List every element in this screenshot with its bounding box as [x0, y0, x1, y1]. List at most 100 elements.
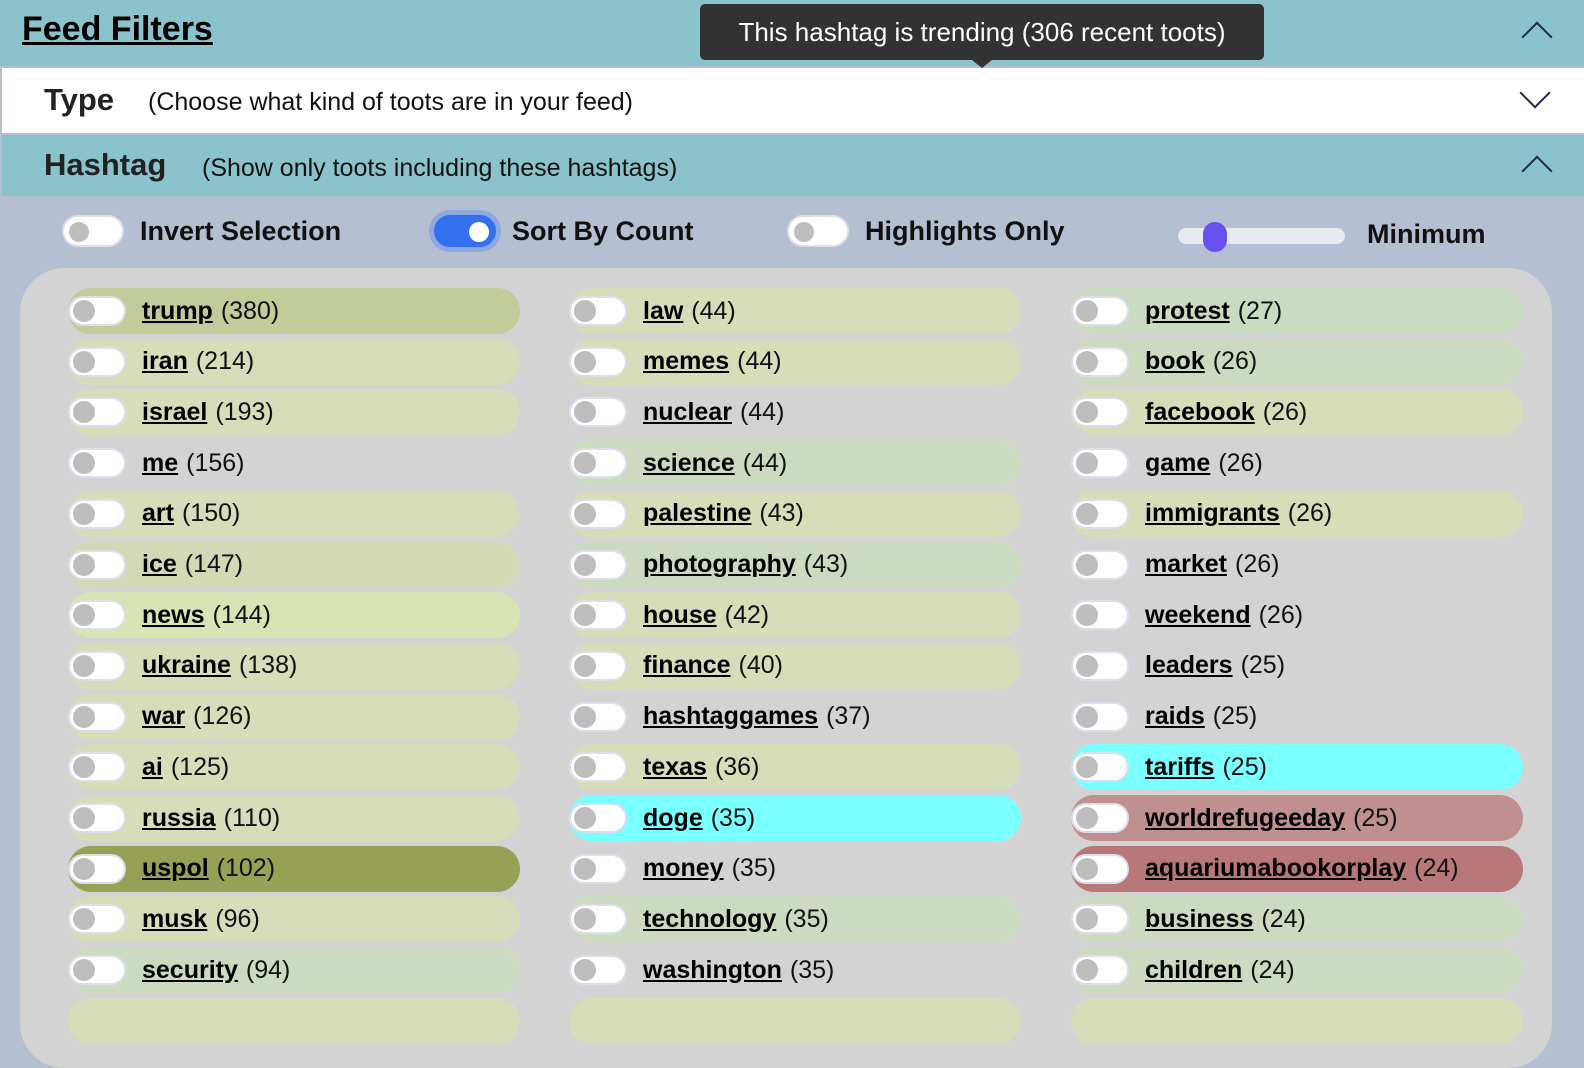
hashtag-link[interactable]: finance [643, 651, 731, 680]
hashtag-item[interactable]: iran (214) [68, 338, 520, 385]
invert-selection-control[interactable]: Invert Selection [62, 215, 341, 247]
hashtag-toggle[interactable] [1071, 904, 1129, 935]
hashtag-toggle[interactable] [569, 549, 627, 580]
hashtag-item[interactable]: israel (193) [68, 389, 520, 436]
hashtag-link[interactable]: doge [643, 803, 703, 832]
hashtag-item[interactable]: photography (43) [569, 541, 1021, 588]
hashtag-toggle[interactable] [68, 296, 126, 326]
hashtag-link[interactable]: house [643, 600, 717, 629]
hashtag-toggle[interactable] [68, 904, 126, 935]
hashtag-toggle[interactable] [68, 498, 126, 529]
hashtag-toggle[interactable] [569, 955, 627, 986]
hashtag-item[interactable]: me (156) [68, 440, 520, 487]
hashtag-toggle[interactable] [1071, 498, 1129, 529]
hashtag-item[interactable]: trump (380) [68, 288, 520, 334]
chevron-up-icon[interactable] [1521, 155, 1553, 187]
chevron-up-icon[interactable] [1521, 21, 1553, 53]
minimum-slider[interactable] [1178, 222, 1345, 252]
hashtag-toggle[interactable] [569, 498, 627, 529]
hashtag-toggle[interactable] [68, 853, 126, 884]
hashtag-link[interactable]: war [142, 702, 186, 731]
hashtag-link[interactable]: nuclear [643, 397, 732, 426]
hashtag-item[interactable] [569, 997, 1021, 1044]
hashtag-link[interactable]: raids [1145, 702, 1205, 731]
hashtag-toggle[interactable] [1071, 803, 1129, 833]
type-section-header[interactable]: Type (Choose what kind of toots are in y… [2, 68, 1584, 133]
hashtag-link[interactable]: ice [142, 550, 177, 578]
hashtag-toggle[interactable] [569, 448, 627, 479]
hashtag-toggle[interactable] [68, 346, 126, 377]
hashtag-link[interactable]: technology [643, 904, 777, 933]
hashtag-item[interactable]: ice (147) [68, 541, 520, 588]
hashtag-item[interactable]: ukraine (138) [68, 642, 520, 689]
hashtag-toggle[interactable] [68, 397, 126, 428]
hashtag-item[interactable]: children (24) [1071, 947, 1523, 994]
hashtag-toggle[interactable] [569, 600, 627, 631]
hashtag-item[interactable] [1071, 997, 1523, 1044]
hashtag-link[interactable]: leaders [1145, 651, 1233, 680]
hashtag-toggle[interactable] [68, 803, 126, 833]
hashtag-item[interactable]: texas (36) [569, 744, 1021, 791]
hashtag-link[interactable]: texas [643, 752, 707, 781]
hashtag-item[interactable]: aquariumabookorplay (24) [1071, 845, 1523, 892]
hashtag-toggle[interactable] [569, 904, 627, 935]
hashtag-link[interactable]: news [142, 600, 205, 629]
hashtag-toggle[interactable] [569, 853, 627, 884]
hashtag-item[interactable]: facebook (26) [1071, 389, 1523, 436]
hashtag-item[interactable]: uspol (102) [68, 845, 520, 892]
hashtag-link[interactable]: security [142, 955, 238, 984]
hashtag-link[interactable]: ai [142, 752, 163, 781]
hashtag-item[interactable]: hashtaggames (37) [569, 693, 1021, 740]
hashtag-item[interactable]: memes (44) [569, 338, 1021, 385]
hashtag-toggle[interactable] [569, 803, 627, 833]
hashtag-link[interactable]: russia [142, 803, 216, 832]
hashtag-item[interactable]: finance (40) [569, 642, 1021, 689]
hashtag-item[interactable]: weekend (26) [1071, 592, 1523, 639]
hashtag-item[interactable]: immigrants (26) [1071, 490, 1523, 537]
hashtag-toggle[interactable] [1071, 600, 1129, 631]
hashtag-toggle[interactable] [68, 701, 126, 732]
hashtag-toggle[interactable] [68, 752, 126, 783]
hashtag-toggle[interactable] [68, 955, 126, 986]
hashtag-toggle[interactable] [1071, 853, 1129, 884]
hashtag-link[interactable]: washington [643, 955, 782, 984]
hashtag-link[interactable]: money [643, 854, 724, 883]
hashtag-link[interactable]: trump [142, 296, 213, 325]
highlights-only-toggle[interactable] [787, 215, 849, 247]
hashtag-link[interactable]: photography [643, 550, 796, 578]
hashtag-item[interactable]: security (94) [68, 947, 520, 994]
hashtag-link[interactable]: tariffs [1145, 752, 1215, 781]
hashtag-link[interactable]: palestine [643, 499, 752, 528]
hashtag-item[interactable]: technology (35) [569, 896, 1021, 943]
hashtag-item[interactable]: market (26) [1071, 541, 1523, 588]
hashtag-toggle[interactable] [1071, 448, 1129, 479]
hashtag-toggle[interactable] [1071, 346, 1129, 377]
hashtag-item[interactable]: nuclear (44) [569, 389, 1021, 436]
hashtag-item[interactable]: book (26) [1071, 338, 1523, 385]
slider-thumb[interactable] [1202, 222, 1227, 252]
chevron-down-icon[interactable] [1519, 77, 1551, 109]
hashtag-link[interactable]: business [1145, 904, 1254, 933]
hashtag-link[interactable]: weekend [1145, 600, 1251, 629]
hashtag-toggle[interactable] [68, 650, 126, 681]
hashtag-link[interactable]: protest [1145, 296, 1230, 325]
hashtag-link[interactable]: law [643, 296, 684, 325]
hashtag-link[interactable]: immigrants [1145, 499, 1280, 528]
hashtag-link[interactable]: game [1145, 448, 1211, 477]
hashtag-item[interactable]: raids (25) [1071, 693, 1523, 740]
hashtag-toggle[interactable] [569, 296, 627, 326]
hashtag-link[interactable]: book [1145, 347, 1205, 376]
hashtag-item[interactable] [68, 997, 520, 1044]
hashtag-item[interactable]: science (44) [569, 440, 1021, 487]
hashtag-item[interactable]: game (26) [1071, 440, 1523, 487]
hashtag-item[interactable]: news (144) [68, 592, 520, 639]
hashtag-toggle[interactable] [1071, 955, 1129, 986]
hashtag-toggle[interactable] [569, 650, 627, 681]
hashtag-toggle[interactable] [1071, 752, 1129, 783]
hashtag-link[interactable]: aquariumabookorplay [1145, 854, 1407, 883]
highlights-only-control[interactable]: Highlights Only [787, 215, 1065, 247]
hashtag-link[interactable]: hashtaggames [643, 702, 819, 731]
hashtag-link[interactable]: science [643, 448, 735, 477]
hashtag-toggle[interactable] [1071, 296, 1129, 326]
hashtag-item[interactable]: ai (125) [68, 744, 520, 791]
